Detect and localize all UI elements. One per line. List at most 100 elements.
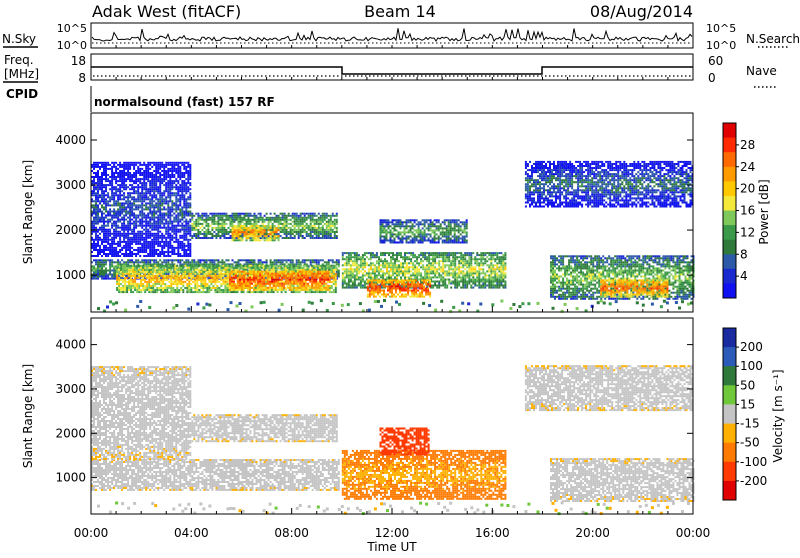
heatmap-cell (260, 233, 262, 235)
heatmap-cell (404, 254, 406, 256)
heatmap-cell (348, 285, 350, 287)
heatmap-cell (278, 227, 280, 229)
heatmap-cell (118, 277, 120, 279)
heatmap-cell (402, 223, 404, 225)
heatmap-cell (227, 265, 229, 267)
heatmap-cell (500, 270, 502, 272)
heatmap-cell (142, 269, 144, 271)
heatmap-cell (250, 261, 252, 263)
heatmap-cell (118, 273, 120, 275)
heatmap-cell (316, 261, 318, 263)
heatmap-cell (120, 289, 122, 291)
heatmap-cell (242, 225, 244, 227)
heatmap-cell (418, 274, 420, 276)
heatmap-cell (271, 273, 273, 275)
heatmap-cell (227, 289, 229, 291)
heatmap-cell (317, 273, 319, 275)
heatmap-cell (386, 225, 388, 227)
heatmap-cell (254, 239, 256, 241)
heatmap-cell (188, 275, 190, 277)
heatmap-cell (294, 225, 296, 227)
heatmap-cell (367, 281, 369, 283)
heatmap-cell (344, 272, 346, 274)
heatmap-cell (406, 227, 408, 229)
heatmap-cell (415, 294, 417, 296)
heatmap-cell (318, 229, 320, 231)
heatmap-cell (376, 270, 378, 272)
heatmap-cell (454, 254, 456, 256)
heatmap-cell (261, 285, 263, 287)
heatmap-cell (390, 256, 392, 258)
heatmap-cell (384, 236, 386, 238)
heatmap-cell (421, 283, 423, 285)
heatmap-cell (490, 270, 492, 272)
heatmap-cell (134, 285, 136, 287)
heatmap-cell (206, 273, 208, 275)
heatmap-cell (211, 219, 213, 221)
heatmap-cell (484, 287, 486, 289)
heatmap-cell (199, 217, 201, 219)
heatmap-cell (504, 272, 506, 274)
heatmap-cell (138, 289, 140, 291)
heatmap-cell (194, 265, 196, 267)
heatmap-cell (228, 227, 230, 229)
heatmap-cell (474, 258, 476, 260)
heatmap-cell (256, 217, 258, 219)
heatmap-cell (144, 273, 146, 275)
heatmap-cell (118, 279, 120, 281)
heatmap-cell (300, 263, 302, 265)
heatmap-cell (309, 289, 311, 291)
heatmap-cell (324, 233, 326, 235)
heatmap-cell (288, 213, 290, 215)
heatmap-cell (190, 291, 192, 293)
heatmap-cell (239, 287, 241, 289)
heatmap-cell (462, 258, 464, 260)
heatmap-cell (184, 265, 186, 267)
heatmap-cell (261, 265, 263, 267)
heatmap-cell (279, 267, 281, 269)
heatmap-cell (136, 289, 138, 291)
heatmap-cell (249, 283, 251, 285)
heatmap-cell (241, 271, 243, 273)
heatmap-cell (168, 269, 170, 271)
heatmap-cell (414, 254, 416, 256)
heatmap-cell (406, 231, 408, 233)
heatmap-cell (249, 275, 251, 277)
heatmap-cell (370, 266, 372, 268)
heatmap-cell (208, 285, 210, 287)
heatmap-cell (268, 221, 270, 223)
heatmap-cell (424, 254, 426, 256)
heatmap-cell (158, 287, 160, 289)
heatmap-cell (348, 264, 350, 266)
heatmap-cell (304, 231, 306, 233)
heatmap-cell (476, 264, 478, 266)
heatmap-cell (422, 266, 424, 268)
heatmap-cell (93, 265, 95, 267)
heatmap-cell (262, 237, 264, 239)
heatmap-cell (285, 271, 287, 273)
heatmap-cell (448, 264, 450, 266)
heatmap-cell (388, 272, 390, 274)
heatmap-cell (176, 265, 178, 267)
heatmap-cell (259, 273, 261, 275)
heatmap-cell (266, 225, 268, 227)
heatmap-cell (201, 259, 203, 261)
heatmap-cell (107, 259, 109, 261)
heatmap-cell (246, 227, 248, 229)
heatmap-cell (277, 271, 279, 273)
heatmap-cell (165, 261, 167, 263)
heatmap-cell (275, 289, 277, 291)
heatmap-cell (184, 287, 186, 289)
heatmap-cell (194, 291, 196, 293)
heatmap-cell (197, 225, 199, 227)
heatmap-cell (128, 273, 130, 275)
heatmap-cell (462, 281, 464, 283)
heatmap-cell (278, 219, 280, 221)
heatmap-cell (192, 277, 194, 279)
heatmap-cell (235, 275, 237, 277)
heatmap-cell (406, 219, 408, 221)
heatmap-cell (289, 271, 291, 273)
heatmap-cell (400, 227, 402, 229)
heatmap-cell (144, 287, 146, 289)
heatmap-cell (124, 277, 126, 279)
